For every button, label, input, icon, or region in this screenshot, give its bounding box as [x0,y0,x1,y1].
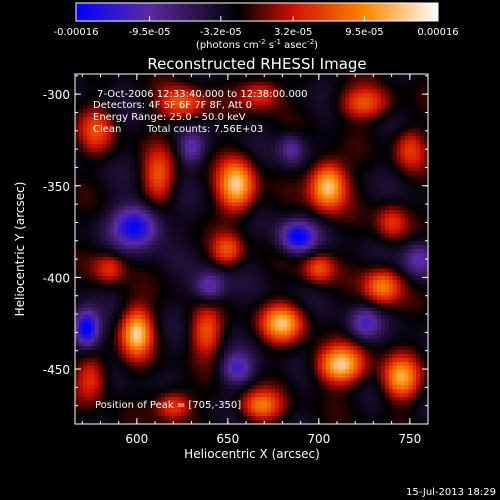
y-tick-label: -400 [43,271,70,285]
colorbar-tick-label: 0.00016 [417,27,458,38]
y-axis-label: Heliocentric Y (arcsec) [13,182,27,317]
heatmap-image [75,74,428,424]
x-tick-label: 650 [216,432,239,446]
colorbar: -0.00016 -9.5e-05 -3.2e-05 3.2e-05 9.5e-05 0.… [54,2,459,51]
colorbar-tick-label: 3.2e-05 [274,27,312,38]
x-tick-label: 600 [125,432,148,446]
x-axis: 600 650 700 750 [81,74,429,446]
detectors-text: Detectors: 4F 5F 6F 7F 8F, Att 0 [93,100,252,111]
peak-position-text: Position of Peak = [705,-350] [95,400,241,411]
y-tick-label: -300 [43,88,70,102]
time-range-text: 7-Oct-2006 12:33:40.000 to 12:38:00.000 [97,89,308,100]
colorbar-tick-label: -0.00016 [54,27,99,38]
x-tick-label: 700 [307,432,330,446]
method-text: Clean [93,124,121,135]
colorbar-tick-label: 9.5e-05 [345,27,383,38]
y-axis: -300 -350 -400 -450 [43,75,428,425]
x-tick-label: 750 [398,432,421,446]
colorbar-tick-label: -3.2e-05 [200,27,242,38]
annotations: 7-Oct-2006 12:33:40.000 to 12:38:00.000 … [93,89,308,411]
plot-frame [74,73,429,425]
colorbar-gradient [75,2,439,22]
total-counts-text: Total counts: 7.56E+03 [146,124,263,135]
y-tick-label: -450 [43,363,70,377]
y-tick-label: -350 [43,180,70,194]
colorbar-ticks: -0.00016 -9.5e-05 -3.2e-05 3.2e-05 9.5e-05 0.… [54,16,459,38]
plot-area: 600 650 700 750 -300 -350 -400 -450 [43,73,429,446]
colorbar-unit-label: (photons cm-2 s-1 asec-2) [196,38,318,51]
colorbar-tick-label: -9.5e-05 [129,27,171,38]
footer-timestamp: 15-Jul-2013 18:29 [406,487,496,498]
chart-title: Reconstructed RHESSI Image [147,55,366,73]
energy-range-text: Energy Range: 25.0 - 50.0 keV [93,112,246,123]
x-axis-label: Heliocentric X (arcsec) [184,447,320,461]
